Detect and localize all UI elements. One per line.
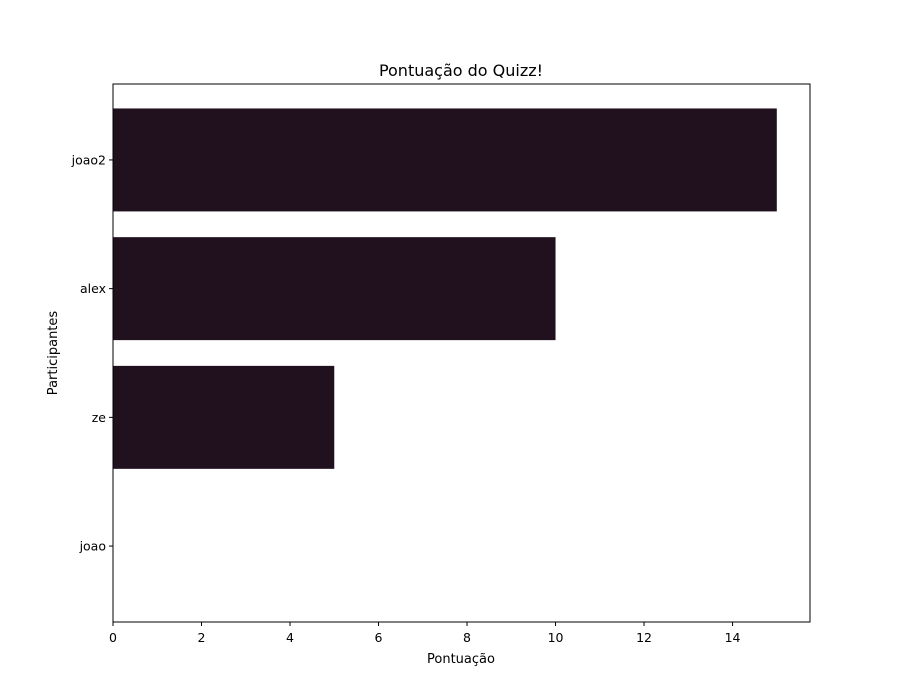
- y-tick-label-joao: joao: [79, 539, 106, 554]
- x-tick-label: 2: [198, 630, 206, 645]
- x-tick-label: 12: [636, 630, 652, 645]
- y-axis-label: Participantes: [46, 311, 61, 396]
- x-axis-label: Pontuação: [427, 652, 495, 667]
- y-tick-label-alex: alex: [80, 281, 106, 296]
- bar-joao2: [113, 108, 777, 212]
- bar-alex: [113, 237, 556, 341]
- y-tick-label-joao2: joao2: [71, 152, 106, 167]
- plot-frame: [112, 83, 811, 623]
- bars-group: [113, 108, 777, 469]
- x-tick-label: 6: [375, 630, 383, 645]
- x-tick-label: 14: [725, 630, 741, 645]
- x-tick-label: 10: [548, 630, 564, 645]
- chart-title: Pontuação do Quizz!: [379, 61, 543, 80]
- x-tick-label: 4: [286, 630, 294, 645]
- x-tick-label: 8: [463, 630, 471, 645]
- y-axis-ticks: joao ze alex joao2: [71, 152, 113, 554]
- bar-ze: [113, 365, 335, 469]
- y-tick-label-ze: ze: [92, 410, 107, 425]
- x-axis-ticks: 0 2 4 6 8 10 12 14: [109, 622, 741, 645]
- x-tick-label: 0: [109, 630, 117, 645]
